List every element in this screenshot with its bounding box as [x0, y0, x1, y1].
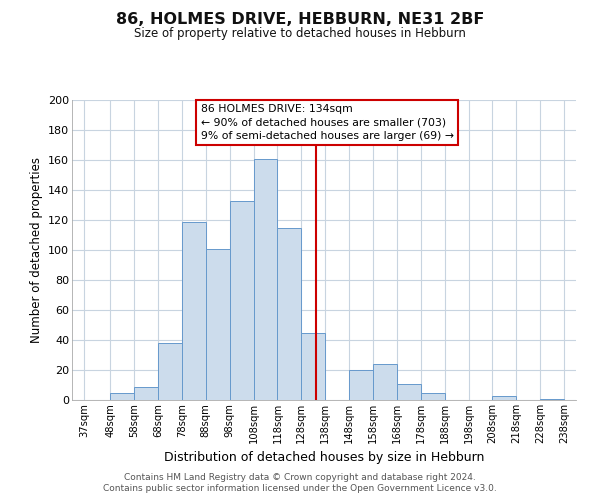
Bar	[206, 248, 230, 400]
Bar	[158, 343, 182, 400]
Bar	[493, 396, 516, 400]
Bar	[540, 398, 564, 400]
Bar	[373, 364, 397, 400]
Bar	[110, 392, 134, 400]
Bar	[134, 386, 158, 400]
Bar	[421, 392, 445, 400]
Bar	[301, 332, 325, 400]
Y-axis label: Number of detached properties: Number of detached properties	[29, 157, 43, 343]
Text: Contains public sector information licensed under the Open Government Licence v3: Contains public sector information licen…	[103, 484, 497, 493]
Bar	[397, 384, 421, 400]
Bar	[182, 222, 206, 400]
Text: 86, HOLMES DRIVE, HEBBURN, NE31 2BF: 86, HOLMES DRIVE, HEBBURN, NE31 2BF	[116, 12, 484, 28]
Text: Contains HM Land Registry data © Crown copyright and database right 2024.: Contains HM Land Registry data © Crown c…	[124, 472, 476, 482]
Text: 86 HOLMES DRIVE: 134sqm
← 90% of detached houses are smaller (703)
9% of semi-de: 86 HOLMES DRIVE: 134sqm ← 90% of detache…	[200, 104, 454, 141]
Text: Size of property relative to detached houses in Hebburn: Size of property relative to detached ho…	[134, 28, 466, 40]
Bar	[277, 228, 301, 400]
Bar	[254, 158, 277, 400]
X-axis label: Distribution of detached houses by size in Hebburn: Distribution of detached houses by size …	[164, 452, 484, 464]
Bar	[230, 200, 254, 400]
Bar	[349, 370, 373, 400]
